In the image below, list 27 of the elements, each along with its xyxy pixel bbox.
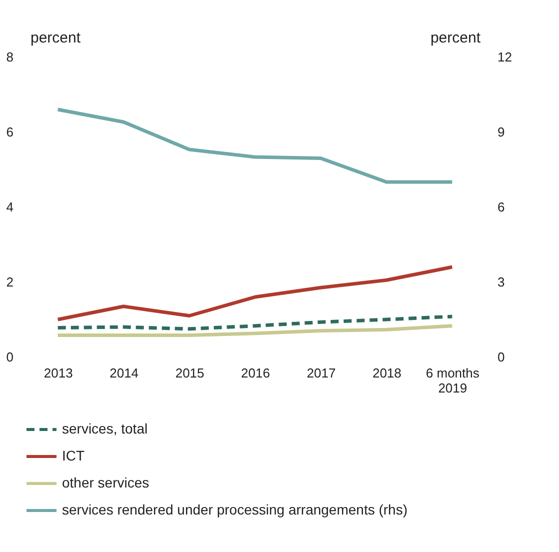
x-tick-label: 2015 [175, 366, 204, 380]
x-tick-label: 2017 [306, 366, 336, 380]
y-tick-label: 2 [6, 274, 14, 290]
legend-label: services rendered under processing arrangements (rhs) [62, 502, 408, 518]
legend-label: ICT [62, 448, 85, 464]
legend-label: services, total [62, 420, 148, 436]
x-tick-label: 2018 [372, 366, 402, 380]
y2-tick-label: 6 [498, 200, 505, 214]
y-tick-label: 4 [6, 200, 14, 214]
legend-label: other services [62, 474, 150, 490]
x-tick-label: 2013 [44, 366, 73, 380]
y-tick-label: 6 [6, 124, 14, 140]
x-tick-label: 2016 [241, 366, 270, 380]
y2-tick-label: 9 [498, 124, 505, 140]
x-tick-label: 6 months 2019 [426, 366, 480, 396]
y-axis-title: percent [30, 30, 82, 46]
y-tick-label: 8 [6, 50, 14, 64]
y2-tick-label: 0 [498, 350, 505, 364]
y-tick-label: 0 [6, 350, 14, 364]
line-series [56, 108, 454, 184]
y2-tick-label: 3 [498, 274, 505, 290]
x-tick-label: 2014 [110, 366, 139, 380]
line-series [56, 324, 454, 337]
y2-tick-label: 12 [498, 50, 512, 64]
y2-axis-title: percent [430, 30, 482, 46]
line-series [56, 314, 454, 331]
line-series [56, 265, 454, 322]
